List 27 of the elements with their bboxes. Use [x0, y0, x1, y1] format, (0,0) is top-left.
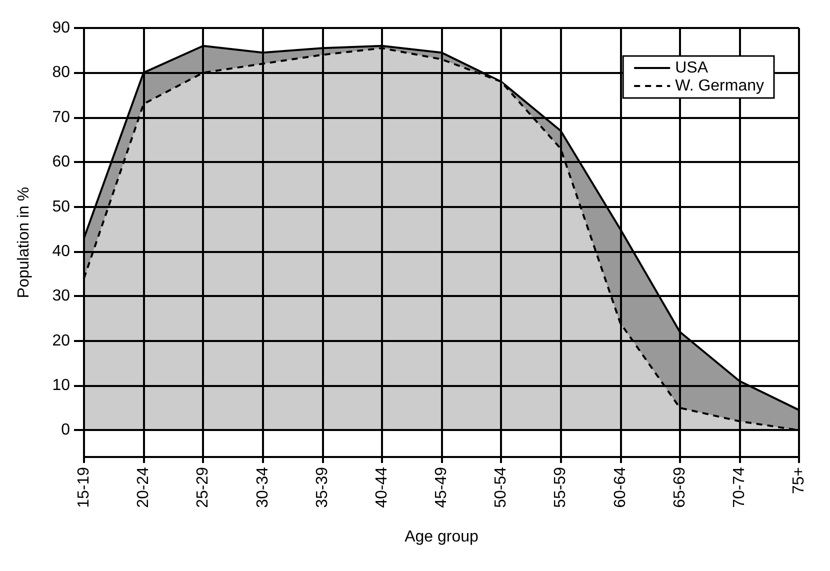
y-tick-label: 10	[52, 377, 70, 394]
x-tick-label: 25-29	[194, 466, 212, 508]
x-tick-label: 20-24	[135, 466, 152, 508]
y-tick-label: 30	[52, 288, 70, 305]
x-tick-label: 35-39	[314, 466, 331, 508]
x-tick-label: 15-19	[76, 466, 92, 508]
y-axis-title: Population in %	[16, 186, 32, 298]
y-tick-label: 70	[52, 108, 70, 126]
y-tick-label: 50	[52, 198, 70, 216]
y-tick-label: 90	[52, 20, 70, 36]
y-tick-label: 0	[61, 422, 70, 439]
y-tick-label: 40	[52, 242, 70, 260]
x-tick-label: 50-54	[492, 466, 510, 508]
y-tick-label: 20	[52, 332, 70, 350]
legend-label: W. Germany	[675, 78, 764, 94]
legend-label: USA	[675, 60, 708, 76]
x-tick-label: 45-49	[433, 466, 450, 508]
x-axis-title: Age group	[404, 528, 479, 546]
y-tick-label: 80	[52, 64, 70, 82]
y-tick-label: 60	[52, 154, 70, 171]
x-tick-label: 65-69	[671, 466, 688, 508]
x-tick-label: 30-34	[254, 466, 272, 508]
x-tick-label: 60-64	[612, 466, 629, 508]
x-tick-label: 55-59	[552, 466, 570, 508]
x-tick-label: 75+	[790, 467, 808, 494]
x-tick-label: 70-74	[730, 466, 748, 508]
x-tick-label: 40-44	[373, 466, 390, 508]
